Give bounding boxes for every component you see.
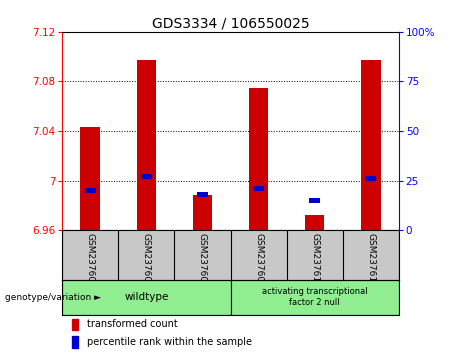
Text: GSM237606: GSM237606 (86, 233, 95, 287)
Text: GSM237608: GSM237608 (198, 233, 207, 287)
Bar (230, 280, 399, 315)
Bar (305, 215, 325, 230)
Text: genotype/variation ►: genotype/variation ► (5, 293, 100, 302)
Bar (361, 60, 380, 230)
Bar (136, 60, 156, 230)
Bar (72, 336, 78, 348)
Bar (365, 176, 376, 181)
Title: GDS3334 / 106550025: GDS3334 / 106550025 (152, 17, 309, 31)
Bar (85, 188, 96, 193)
Bar (309, 198, 320, 203)
Bar (249, 88, 268, 230)
Text: GSM237610: GSM237610 (310, 233, 319, 287)
Bar (141, 174, 152, 179)
Bar (253, 186, 264, 191)
Text: transformed count: transformed count (88, 319, 178, 329)
Text: GSM237607: GSM237607 (142, 233, 151, 287)
Text: GSM237609: GSM237609 (254, 233, 263, 287)
Text: activating transcriptional
factor 2 null: activating transcriptional factor 2 null (262, 287, 367, 307)
Bar (197, 192, 208, 197)
Bar (193, 195, 212, 230)
Text: percentile rank within the sample: percentile rank within the sample (88, 337, 253, 347)
Text: GSM237611: GSM237611 (366, 233, 375, 287)
Bar (72, 319, 78, 330)
Bar (81, 127, 100, 230)
Text: wildtype: wildtype (124, 292, 169, 302)
Bar (62, 280, 230, 315)
